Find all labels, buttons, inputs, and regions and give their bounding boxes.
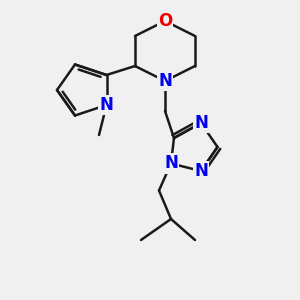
Text: N: N bbox=[100, 96, 113, 114]
Text: N: N bbox=[194, 114, 208, 132]
Text: O: O bbox=[158, 12, 172, 30]
Text: N: N bbox=[158, 72, 172, 90]
Text: N: N bbox=[164, 154, 178, 172]
Text: N: N bbox=[194, 162, 208, 180]
